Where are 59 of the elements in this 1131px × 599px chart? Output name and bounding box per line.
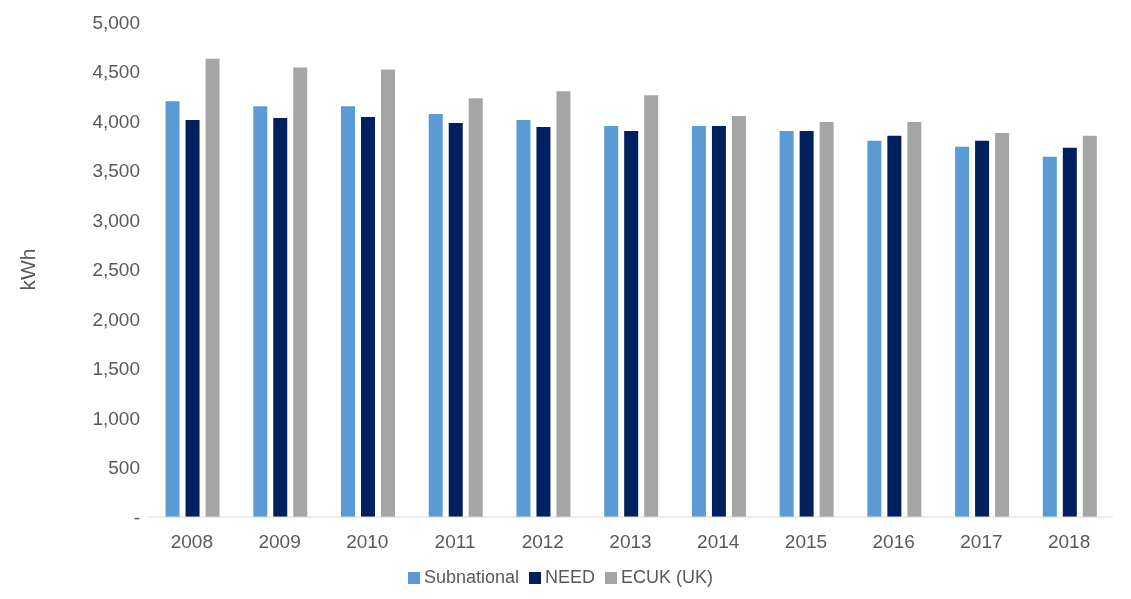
x-tick-label: 2015 (784, 531, 828, 553)
y-tick-label: 4,500 (92, 61, 140, 83)
bar (604, 125, 619, 517)
bar (907, 121, 922, 517)
bar (779, 130, 794, 517)
legend-label: ECUK (UK) (621, 567, 714, 587)
x-tick-label: 2008 (170, 531, 213, 553)
y-tick-label: 3,500 (92, 160, 140, 182)
x-tick-label: 2009 (258, 531, 301, 553)
bar (955, 146, 970, 517)
bar (624, 130, 639, 517)
bar (516, 120, 531, 517)
legend-label: NEED (545, 567, 596, 587)
bar (165, 101, 180, 517)
y-axis-title: kWh (16, 248, 40, 291)
bar (819, 121, 834, 517)
y-tick-label: 1,500 (92, 358, 140, 380)
x-tick-label: 2013 (609, 531, 652, 553)
x-tick-label: 2014 (697, 531, 740, 553)
bar (1082, 135, 1097, 517)
bar (428, 114, 443, 517)
y-tick-label: 4,000 (92, 110, 140, 132)
bar (468, 98, 483, 517)
bar (799, 130, 814, 517)
bar (381, 69, 395, 517)
bar (205, 58, 220, 517)
y-tick-label: 500 (108, 457, 140, 479)
y-tick-label: 3,000 (92, 209, 140, 231)
bar (293, 67, 308, 517)
x-tick-label: 2016 (872, 531, 915, 553)
y-tick-label: 1,000 (92, 407, 140, 429)
x-tick-label: 2011 (434, 531, 476, 553)
y-tick-label: - (133, 506, 140, 528)
bar (556, 91, 571, 517)
bar (536, 126, 551, 517)
bar (995, 132, 1010, 517)
bar (975, 140, 990, 517)
bar (185, 120, 200, 517)
bar (887, 135, 902, 517)
x-tick-label: 2012 (521, 531, 564, 553)
x-tick-label: 2010 (346, 531, 389, 553)
bar (361, 117, 375, 517)
bar (341, 106, 355, 517)
legend-label: Subnational (423, 567, 520, 587)
bar (273, 118, 288, 517)
bar (1042, 156, 1057, 517)
x-tick-label: 2018 (1048, 531, 1091, 553)
bar (691, 125, 706, 517)
bar (711, 125, 726, 517)
y-tick-label: 2,500 (92, 259, 140, 281)
bar (448, 122, 463, 517)
bar (731, 116, 746, 517)
y-tick-label: 2,000 (92, 308, 140, 330)
bar (644, 95, 659, 517)
bar (253, 106, 268, 517)
y-tick-label: 5,000 (92, 11, 140, 33)
bar (867, 140, 882, 517)
bar (1062, 147, 1077, 517)
x-tick-label: 2017 (960, 531, 1003, 553)
